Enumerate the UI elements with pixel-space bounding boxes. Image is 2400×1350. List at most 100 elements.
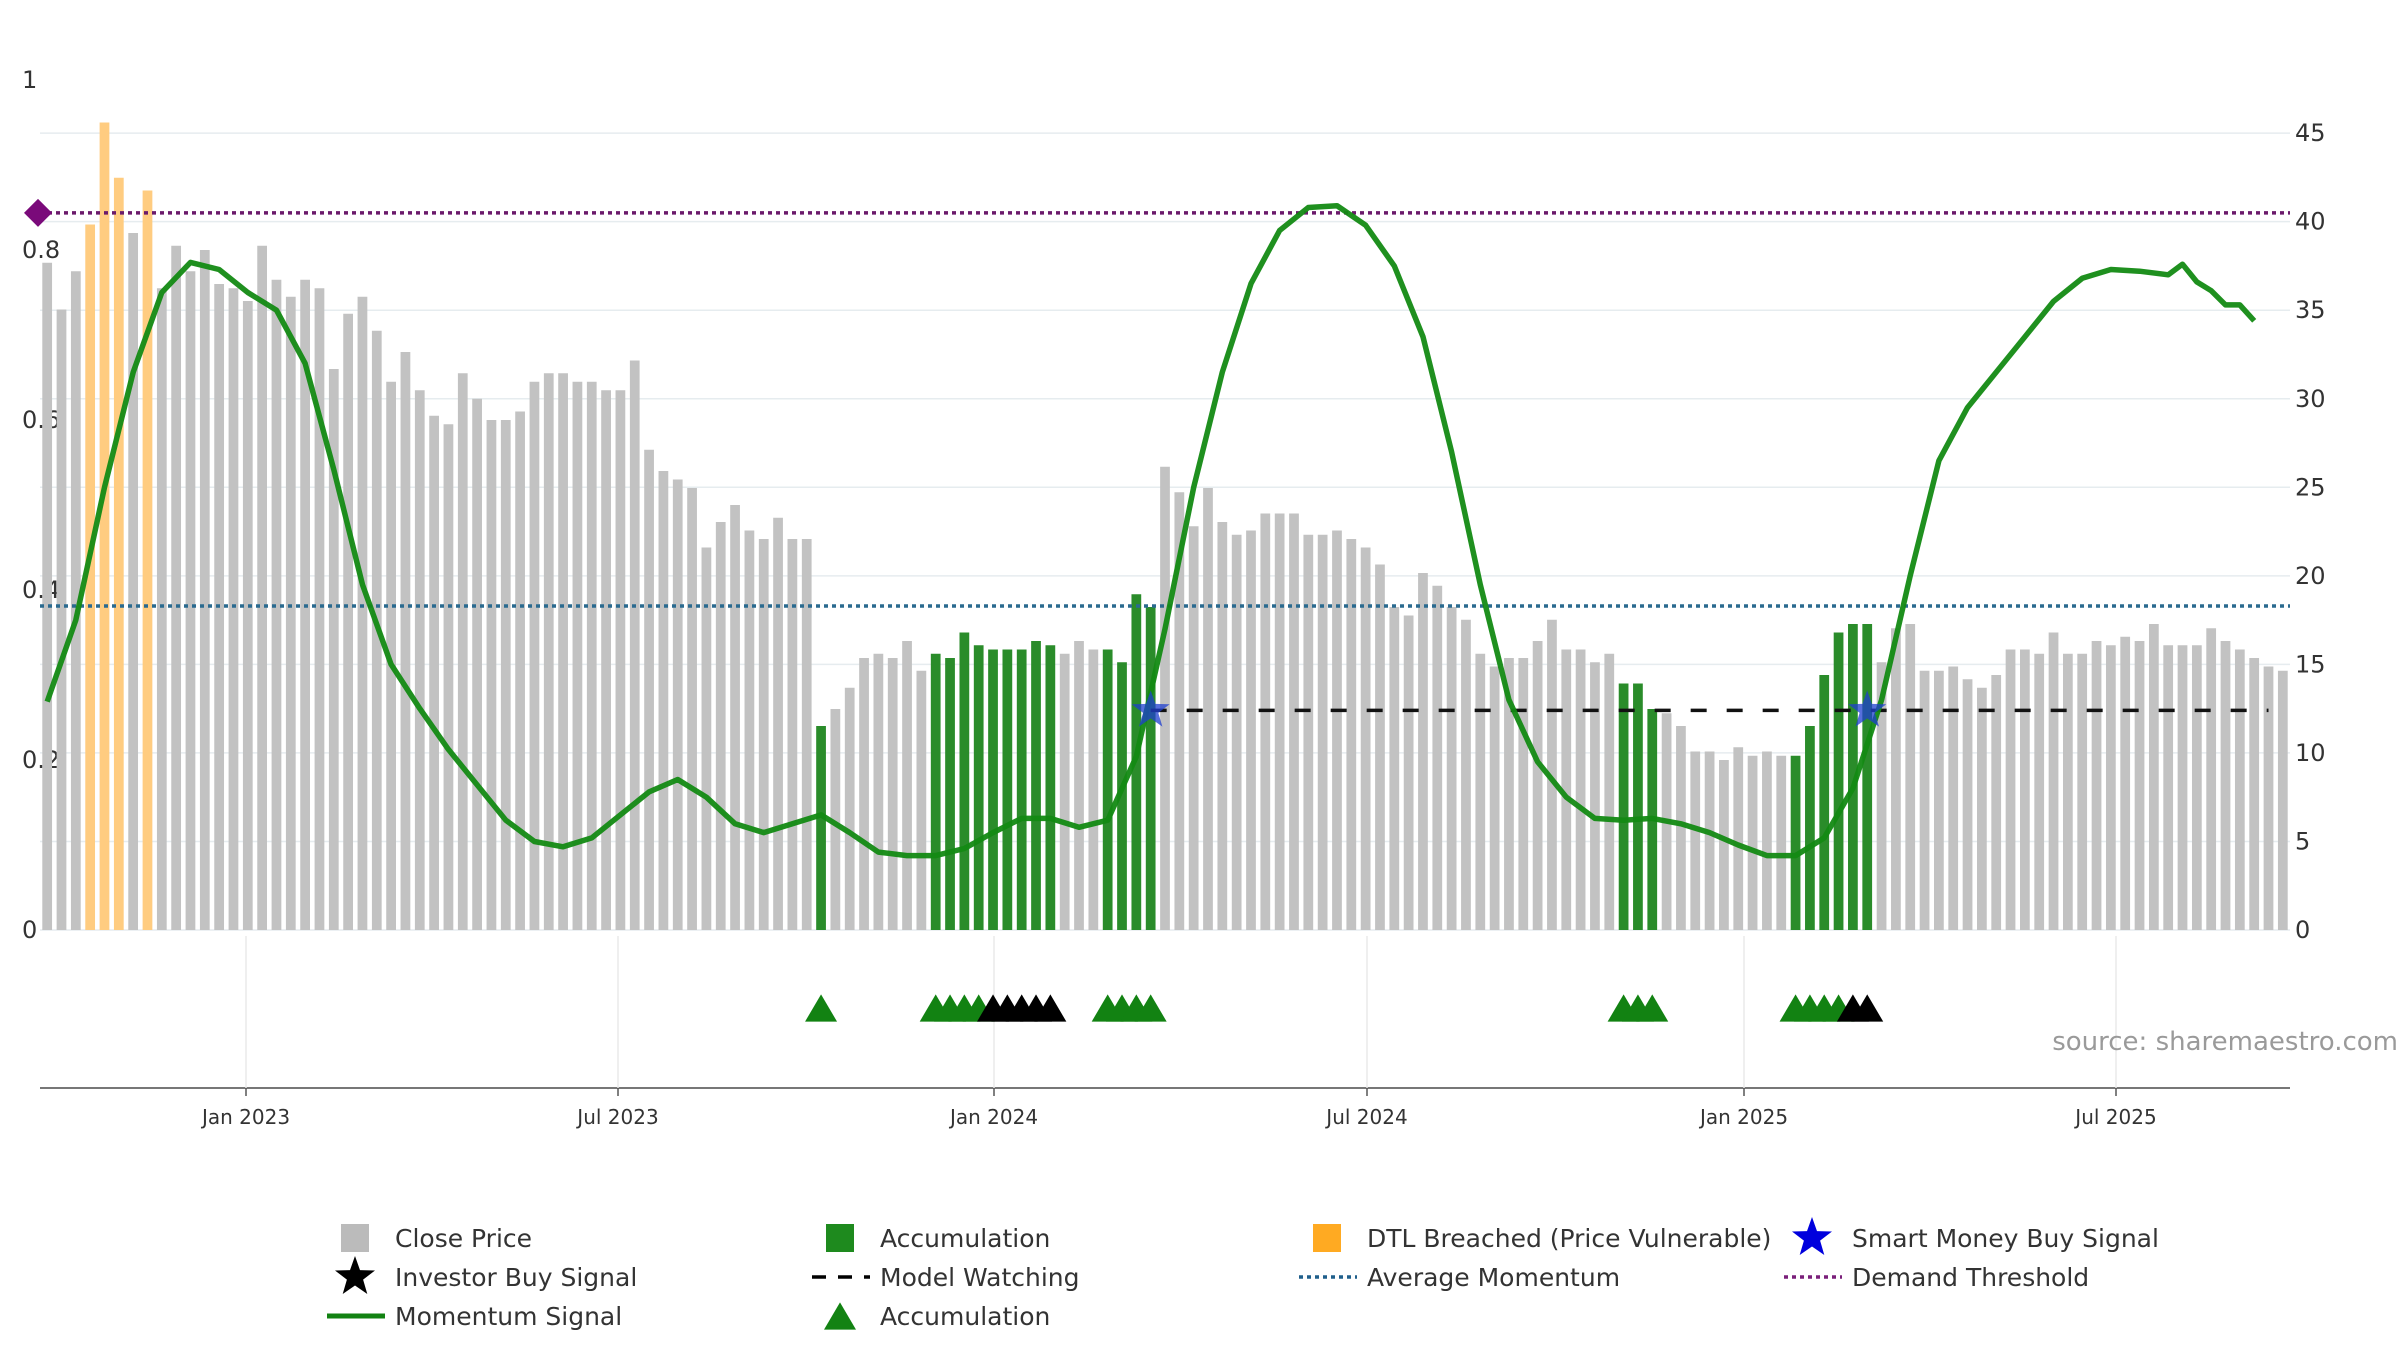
- price-bar: [443, 424, 454, 930]
- price-bar: [1246, 530, 1256, 930]
- price-bar: [2177, 645, 2188, 930]
- y-right-tick-label: 15: [2295, 650, 2326, 678]
- price-bar: [1790, 755, 1801, 930]
- price-bar: [1303, 534, 1314, 930]
- price-bar: [56, 309, 67, 930]
- price-bar: [515, 411, 525, 930]
- price-bar: [357, 296, 368, 930]
- price-bar: [787, 539, 798, 930]
- price-bar: [343, 313, 353, 930]
- legend-label: Momentum Signal: [395, 1302, 622, 1331]
- price-bar: [973, 645, 984, 930]
- x-tick-label: Jan 2023: [200, 1105, 290, 1129]
- price-bar: [1475, 653, 1486, 930]
- price-bar: [1518, 658, 1529, 930]
- price-bar: [1203, 488, 1213, 930]
- price-bar: [185, 271, 196, 930]
- source-credit: source: sharemaestro.com: [2052, 1027, 2398, 1057]
- y-right-tick-label: 30: [2295, 385, 2326, 413]
- price-bar: [1504, 658, 1514, 930]
- price-bar: [1762, 751, 1772, 930]
- y-right-tick-label: 45: [2295, 119, 2326, 147]
- price-bar: [1289, 513, 1299, 930]
- price-bar: [128, 233, 139, 930]
- y-left-tick-label: 0: [22, 916, 37, 944]
- price-bar: [687, 488, 697, 930]
- legend-label: Accumulation: [880, 1302, 1050, 1331]
- price-bar: [1461, 619, 1471, 930]
- price-bar: [156, 288, 167, 930]
- price-bar: [572, 381, 583, 930]
- x-tick-label: Jan 2025: [1698, 1105, 1788, 1129]
- price-bar: [2234, 649, 2245, 930]
- price-bar: [1977, 687, 1987, 930]
- price-bar: [1633, 683, 1643, 930]
- price-bar: [1016, 649, 1027, 930]
- price-bar: [2077, 653, 2088, 930]
- legend-label: Model Watching: [880, 1263, 1080, 1292]
- price-bar: [1561, 649, 1572, 930]
- price-bar: [1891, 628, 1901, 930]
- price-bar: [1332, 530, 1342, 930]
- price-bar: [1317, 534, 1328, 930]
- y-left-tick-label: 0.4: [22, 576, 60, 604]
- price-bar: [1403, 615, 1414, 930]
- price-bar: [1102, 649, 1113, 930]
- price-bar: [1991, 675, 2002, 930]
- price-bar: [1690, 751, 1701, 930]
- legend-label: DTL Breached (Price Vulnerable): [1367, 1224, 1771, 1253]
- investor-buy-marker: [1034, 994, 1067, 1022]
- price-bar: [1117, 662, 1127, 930]
- legend-triangle-icon: [824, 1302, 856, 1330]
- price-bar: [773, 517, 783, 930]
- price-bar: [1174, 492, 1185, 930]
- price-bar: [558, 373, 568, 930]
- price-bar: [1733, 747, 1744, 930]
- price-bar: [1905, 624, 1916, 930]
- price-bar: [271, 279, 282, 930]
- price-bar: [1919, 670, 1930, 930]
- price-bar: [142, 190, 153, 930]
- price-bar: [1375, 564, 1385, 930]
- price-bar: [2005, 649, 2016, 930]
- price-bar: [85, 224, 96, 930]
- y-right-tick-label: 0: [2295, 916, 2310, 944]
- price-bar: [1848, 624, 1858, 930]
- price-bar: [1575, 649, 1586, 930]
- price-bar: [859, 658, 869, 930]
- legend-label: Demand Threshold: [1852, 1263, 2089, 1292]
- legend-star-icon: [1792, 1217, 1832, 1255]
- price-bar: [429, 415, 439, 930]
- price-bar: [672, 479, 683, 930]
- price-bar: [1776, 755, 1787, 930]
- price-bar: [2191, 645, 2202, 930]
- price-bar: [2263, 666, 2274, 930]
- price-bar: [2020, 649, 2030, 930]
- price-bar: [42, 262, 53, 930]
- price-bar: [1618, 683, 1629, 930]
- x-tick-label: Jul 2025: [2073, 1105, 2156, 1129]
- y-right-tick-label: 25: [2295, 473, 2326, 501]
- price-bar: [644, 449, 654, 930]
- legend-label: Investor Buy Signal: [395, 1263, 637, 1292]
- price-bar: [1059, 653, 1070, 930]
- price-bar: [1360, 547, 1371, 930]
- investor-buy-marker: [1851, 994, 1884, 1022]
- price-bar: [1747, 755, 1758, 930]
- price-bar: [2134, 641, 2145, 930]
- y-right-tick-label: 10: [2295, 739, 2326, 767]
- price-bar: [1002, 649, 1013, 930]
- price-bar: [199, 250, 210, 930]
- price-bar: [257, 245, 268, 930]
- price-bar: [2206, 628, 2217, 930]
- price-bar: [1031, 641, 1041, 930]
- accumulation-marker: [1134, 994, 1167, 1022]
- price-bar: [1532, 641, 1543, 930]
- price-bar: [328, 369, 339, 930]
- price-bar: [730, 505, 740, 930]
- demand-threshold-marker: [24, 198, 52, 227]
- price-bar: [2249, 658, 2260, 930]
- price-bar: [2105, 645, 2116, 930]
- price-bar: [1948, 666, 1959, 930]
- price-bar: [1188, 526, 1199, 930]
